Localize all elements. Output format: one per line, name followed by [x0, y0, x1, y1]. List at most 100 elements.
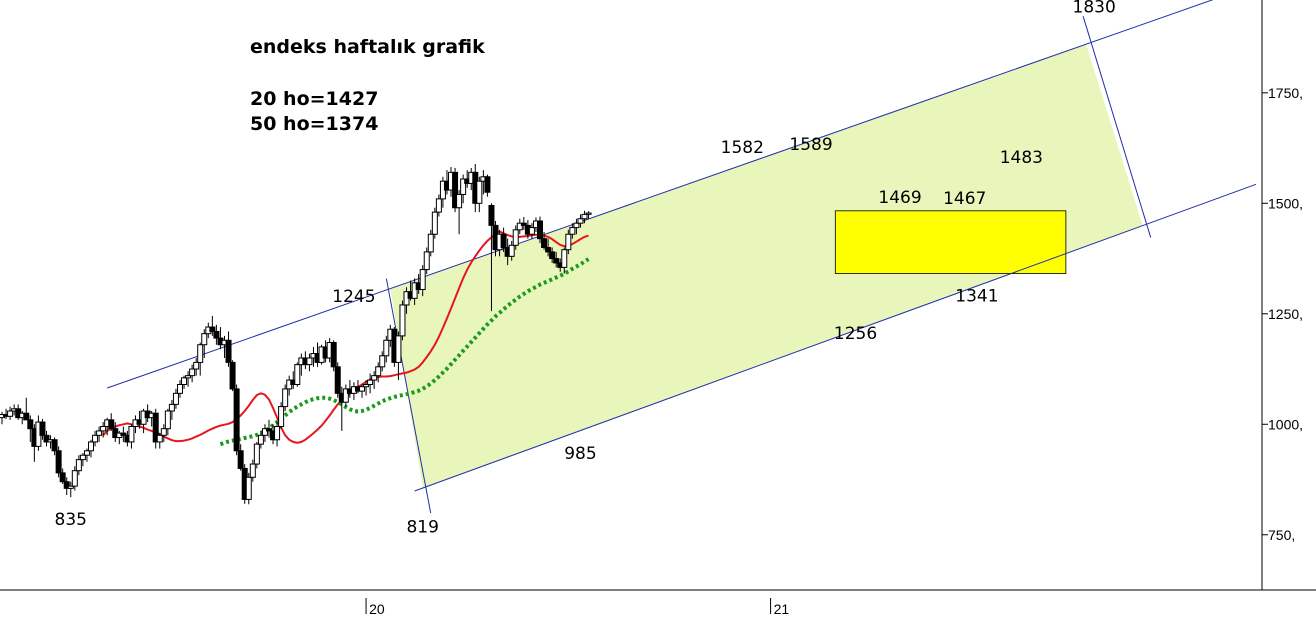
candle-body [585, 212, 592, 215]
candle [419, 265, 426, 297]
annotations: 835 1245 819 985 1582 1589 1256 1469 1467 1341 148… [55, 0, 1116, 537]
x-axis-band [0, 591, 1316, 618]
candle [282, 384, 289, 412]
candle-body [330, 342, 337, 368]
candle-body [237, 450, 244, 469]
candle-body [371, 375, 378, 381]
candle-body [213, 330, 220, 339]
right-cross-line [1082, 16, 1152, 238]
candle [197, 342, 204, 376]
candle-body [476, 180, 483, 204]
candle [185, 371, 192, 387]
candle [237, 444, 244, 471]
candle [87, 439, 94, 458]
candle-body [545, 246, 552, 253]
candle-body [100, 425, 107, 432]
candle-body [96, 430, 103, 436]
candle [79, 452, 86, 467]
candle-body [59, 472, 66, 483]
candle [96, 426, 103, 442]
candle-body [164, 410, 171, 430]
candle [233, 384, 240, 456]
candle [500, 227, 507, 252]
candle [541, 232, 548, 250]
candle-body [181, 377, 188, 385]
candle [23, 397, 30, 421]
candle [265, 419, 272, 438]
price-annotation: 835 [55, 510, 87, 530]
candle [537, 216, 544, 244]
candle [484, 174, 491, 197]
candle [460, 174, 467, 204]
candle-body [249, 463, 256, 478]
candle-body [342, 388, 349, 403]
candle [520, 216, 527, 230]
candle [553, 251, 560, 268]
candle [160, 424, 167, 442]
candle [508, 240, 515, 261]
candle [59, 468, 66, 484]
candle-body [553, 258, 560, 264]
candle [193, 357, 200, 376]
candle [249, 459, 256, 482]
candle-body [456, 193, 463, 209]
candle-body [419, 269, 426, 290]
candle [330, 340, 337, 372]
candle-body [67, 485, 74, 489]
candle [71, 466, 78, 491]
candle-body [51, 439, 58, 452]
candle-body [7, 410, 14, 417]
candle-body [363, 383, 370, 388]
candlesticks [0, 163, 592, 505]
candle-body [395, 335, 402, 363]
candle-body [23, 412, 30, 421]
candle-body [452, 171, 459, 209]
trend-lines [107, 0, 1257, 514]
candle-body [55, 450, 62, 474]
ma50-note: 50 ho=1374 [250, 113, 379, 135]
left-cross-line [385, 278, 432, 514]
candle-body [63, 481, 70, 489]
candle [549, 247, 556, 263]
candle [512, 225, 519, 250]
candle [83, 448, 90, 462]
candle [476, 176, 483, 213]
candle-body [573, 222, 580, 229]
candle [63, 477, 70, 495]
price-annotation: 1589 [789, 135, 832, 155]
candle-body [229, 361, 236, 390]
price-annotation: 1245 [332, 287, 375, 307]
candle [108, 413, 115, 431]
candle-body [431, 211, 438, 235]
candle [274, 422, 281, 447]
candle-body [209, 326, 216, 332]
candle-body [399, 304, 406, 337]
candle-body [512, 229, 519, 246]
channel-fill [390, 44, 1143, 489]
candle [39, 418, 46, 440]
candle-body [367, 379, 374, 385]
chart-title: endeks haftalık grafik [250, 36, 485, 58]
candle-body [193, 361, 200, 370]
candle-body [520, 222, 527, 226]
candle-body [265, 428, 272, 432]
candle-body [460, 178, 467, 195]
candle-body [549, 251, 556, 260]
ma20-note: 20 ho=1427 [250, 88, 379, 110]
price-annotation: 1256 [834, 324, 877, 344]
candle-body [27, 419, 34, 430]
candle [261, 424, 268, 442]
candle [164, 408, 171, 436]
candle-body [172, 392, 179, 405]
candle-body [569, 227, 576, 235]
candle-body [435, 198, 442, 213]
candle-body [120, 432, 127, 436]
price-annotation: 819 [406, 517, 438, 537]
candle-body [201, 333, 208, 346]
candle-body [253, 443, 260, 465]
candle-body [484, 176, 491, 193]
candle [383, 335, 390, 363]
consolidation-box [834, 210, 1067, 274]
